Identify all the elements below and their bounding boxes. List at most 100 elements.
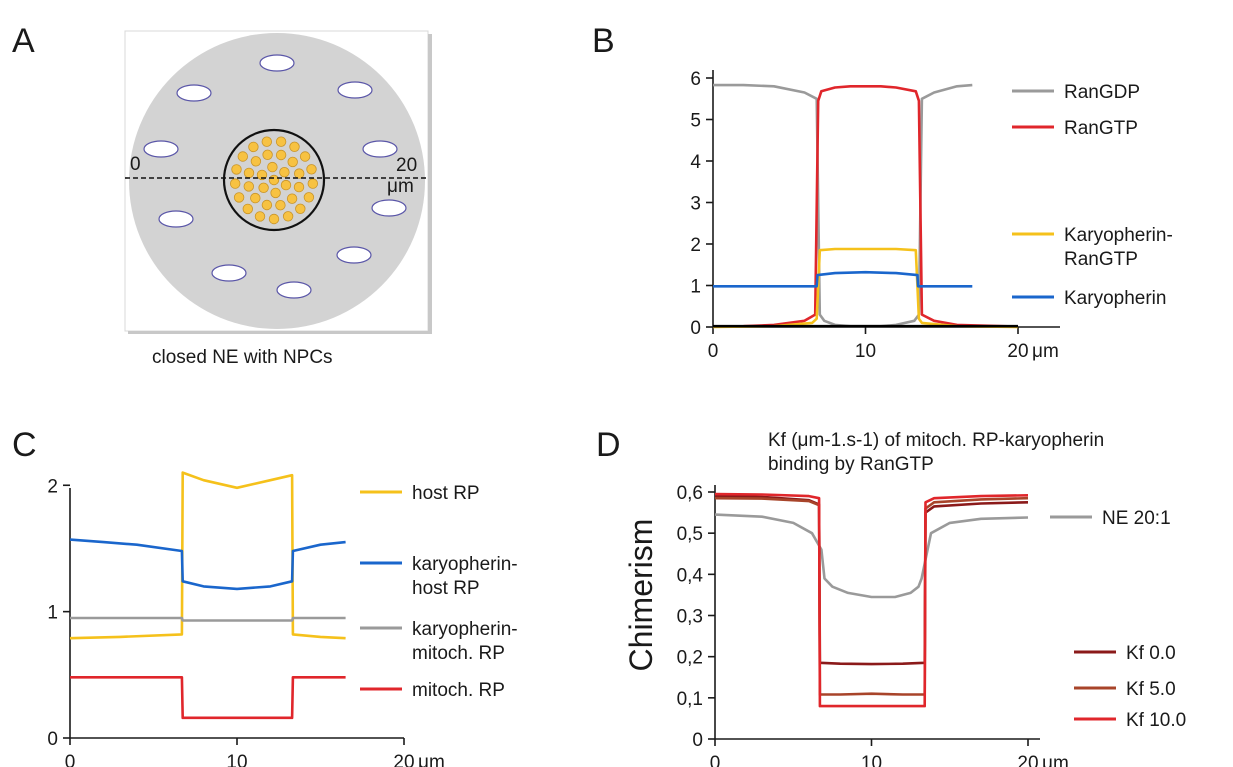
nucleus-particle: [267, 161, 278, 173]
series-line: [714, 513, 1029, 599]
panel-b: B 0 1 2 3 4 5 6 0 10 20 μm RanGDP RanGTP Karyopherin-…: [592, 22, 1173, 362]
panel-a-caption: closed NE with NPCs: [152, 347, 333, 368]
nucleus-particle: [295, 203, 306, 215]
legend-label: RanGDP: [1064, 82, 1140, 103]
npc-pore: [143, 140, 179, 158]
series-line: [712, 85, 1019, 328]
series-line: [69, 538, 346, 591]
x-tick-label: 0: [708, 341, 719, 362]
npc-pore: [371, 199, 407, 217]
nucleus-particle: [243, 181, 255, 192]
nucleus-particle: [280, 179, 292, 191]
legend-label: mitoch. RP: [412, 680, 505, 701]
chart-b: 0 1 2 3 4 5 6 0 10 20 μm RanGDP RanGTP Karyopherin- Ra…: [690, 69, 1172, 362]
y-tick-label: 0,6: [677, 483, 703, 504]
nucleus-particle: [289, 141, 300, 153]
y-tick-label: 0,5: [677, 524, 703, 545]
nucleus-particle: [306, 164, 317, 175]
axis-end-label: 20: [396, 155, 417, 176]
series-line: [69, 471, 346, 640]
nucleus-particle: [233, 192, 245, 203]
legend-label: RanGTP: [1064, 249, 1138, 270]
legend-label: RanGTP: [1064, 118, 1138, 139]
legend-label: Karyopherin-: [1064, 225, 1173, 246]
nucleus-particle: [275, 199, 286, 211]
y-tick-label: 2: [47, 476, 58, 497]
x-axis-unit: μm: [418, 752, 445, 767]
x-axis-unit: μm: [1032, 341, 1059, 362]
nucleus-particle: [258, 182, 269, 194]
nucleus-particle: [294, 168, 305, 179]
x-tick-label: 20: [1007, 341, 1028, 362]
nucleus-particle: [279, 166, 290, 178]
annotation-line-1: Kf (μm-1.s-1) of mitoch. RP-karyopherin: [768, 430, 1104, 451]
nucleus-particle: [261, 136, 273, 147]
nucleus-particle: [250, 156, 262, 167]
nucleus-particle: [275, 136, 287, 147]
nucleus-particle: [268, 213, 280, 225]
y-tick-label: 0: [47, 729, 58, 750]
nucleus-particle: [282, 211, 294, 222]
y-tick-label: 4: [690, 152, 701, 173]
x-tick-label: 10: [861, 753, 882, 767]
panel-a: A 0 20 μm closed NE with NPCs: [12, 22, 432, 368]
series-line: [70, 616, 346, 622]
legend-label: NE 20:1: [1102, 508, 1171, 529]
y-tick-label: 0,1: [677, 689, 703, 710]
x-tick-label: 20: [1017, 753, 1038, 767]
panel-a-letter: A: [12, 22, 35, 60]
y-tick-label: 6: [690, 69, 701, 90]
x-axis-unit: μm: [1042, 753, 1069, 767]
nucleus-particle: [237, 151, 249, 162]
legend-label: host RP: [412, 578, 480, 599]
nucleus-particle: [248, 141, 259, 153]
nucleus-particle: [250, 192, 261, 204]
nucleus-particle: [231, 164, 242, 175]
legend-label: Kf 0.0: [1126, 643, 1176, 664]
cell-frame-shadow: [428, 34, 432, 334]
panel-c-letter: C: [12, 426, 37, 464]
legend-label: mitoch. RP: [412, 643, 505, 664]
axis-unit-label: μm: [387, 176, 414, 197]
cell-frame-shadow-bottom: [128, 331, 432, 334]
y-tick-label: 0,4: [677, 565, 704, 586]
x-tick-label: 10: [226, 752, 247, 767]
legend-label: host RP: [412, 483, 480, 504]
y-tick-label: 1: [47, 603, 58, 624]
y-tick-label: 0,2: [677, 648, 703, 669]
npc-pore: [337, 81, 373, 99]
x-tick-label: 0: [65, 752, 76, 767]
npc-pore: [336, 246, 372, 264]
npc-pore: [362, 140, 398, 158]
series-line: [714, 492, 1029, 708]
series-line: [714, 494, 1029, 666]
y-tick-label: 2: [690, 235, 701, 256]
x-tick-label: 20: [393, 752, 414, 767]
npc-pore: [276, 281, 312, 299]
panel-b-letter: B: [592, 22, 615, 60]
chart-d: 0 0,1 0,2 0,3 0,4 0,5 0,6 0 10 20 μm NE 20:1 Kf 0.0 K…: [677, 483, 1187, 767]
nucleus-particle: [286, 193, 298, 204]
nucleus-particle: [275, 149, 287, 161]
nucleus-particle: [293, 181, 305, 193]
nuclear-pore-complexes: [143, 54, 407, 299]
nucleus-particle: [299, 151, 311, 162]
series-line: [70, 676, 346, 720]
nucleus-particle: [261, 199, 273, 211]
nucleus-particle: [268, 174, 280, 186]
panel-d-letter: D: [596, 426, 621, 464]
y-tick-label: 0,3: [677, 607, 703, 628]
annotation-line-2: binding by RanGTP: [768, 454, 934, 475]
legend-label: karyopherin-: [412, 554, 518, 575]
x-tick-label: 0: [710, 753, 721, 767]
npc-pore: [211, 264, 247, 282]
legend-label: Kf 10.0: [1126, 710, 1186, 731]
series-line: [712, 247, 1019, 329]
nucleus-particle: [242, 203, 254, 215]
legend-label: karyopherin-: [412, 619, 518, 640]
npc-pore: [158, 210, 194, 228]
series-line: [713, 270, 973, 288]
